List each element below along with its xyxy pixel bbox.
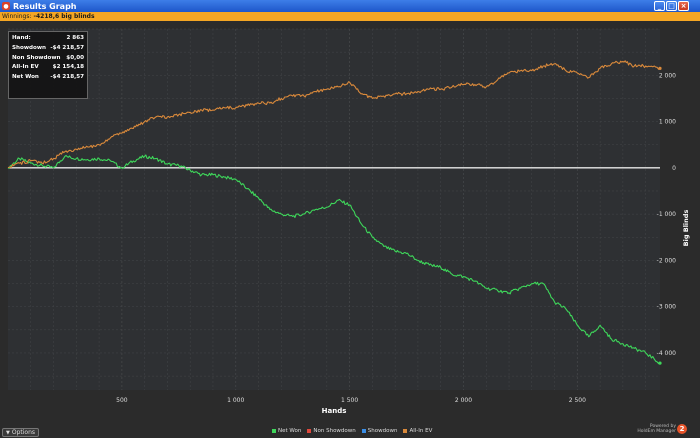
powered-line-1: Powered by — [649, 424, 676, 429]
stat-label: All-In EV — [12, 64, 39, 71]
stat-value: $0,00 — [66, 54, 84, 61]
y-tick-label: -3 000 — [657, 304, 677, 311]
x-tick-label: 2 500 — [569, 397, 586, 404]
close-button[interactable]: × — [678, 1, 689, 11]
series-layer — [7, 60, 662, 365]
bottom-bar: ▼ Options — [0, 425, 700, 438]
legend-item-showdown[interactable]: Showdown — [361, 428, 398, 434]
stat-label: Hand: — [12, 35, 31, 41]
x-tick-label: 500 — [116, 397, 128, 404]
y-tick-label: 1 000 — [659, 119, 676, 126]
series-line-all-in-ev — [7, 60, 661, 169]
y-axis-label: Big Blinds — [682, 210, 690, 247]
options-button[interactable]: ▼ Options — [2, 428, 40, 437]
series-end-point — [658, 361, 662, 365]
y-tick-label: 0 — [672, 165, 676, 172]
legend-label: Showdown — [367, 428, 398, 434]
stat-row-hand: Hand: 2 863 — [12, 34, 84, 44]
options-label: Options — [11, 429, 36, 436]
legend-item-non-showdown[interactable]: Non Showdown — [307, 428, 356, 434]
powered-line-2: HoldEm Manager — [637, 429, 676, 434]
x-axis-ticks: 500 1 000 1 500 2 000 2 500 — [116, 397, 586, 404]
x-tick-label: 1 500 — [341, 397, 358, 404]
stat-label: Net Won — [12, 74, 39, 81]
maximize-button[interactable]: □ — [666, 1, 677, 11]
y-tick-label: 2 000 — [659, 72, 676, 79]
y-tick-label: -4 000 — [657, 350, 677, 357]
stat-label: Non Showdown — [12, 54, 61, 61]
minimize-button[interactable]: _ — [654, 1, 665, 11]
stat-row-showdown: Showdown -$4 218,57 — [12, 44, 84, 54]
legend-swatch — [361, 429, 366, 433]
stat-value: 2 863 — [66, 35, 84, 41]
stat-row-all-in-ev: All-In EV $2 154,18 — [12, 63, 84, 73]
x-axis-label: Hands — [322, 407, 347, 415]
holdem-manager-logo: 2 — [677, 424, 687, 434]
y-tick-label: -1 000 — [657, 211, 677, 218]
x-tick-label: 2 000 — [455, 397, 472, 404]
winnings-bar: Winnings: -4218,6 big blinds — [0, 12, 700, 21]
legend-label: All-In EV — [409, 428, 433, 434]
stat-value: $2 154,18 — [52, 64, 84, 71]
powered-by-text: Powered by HoldEm Manager — [632, 424, 676, 434]
y-tick-label: -2 000 — [657, 257, 677, 264]
app-icon: ● — [2, 2, 10, 10]
stat-row-net-won: Net Won -$4 218,57 — [12, 73, 84, 83]
stat-label: Showdown — [12, 44, 47, 51]
series-line-net-won — [7, 154, 661, 365]
series-end-point — [658, 66, 662, 70]
title-bar: ● Results Graph _ □ × — [0, 0, 700, 12]
winnings-value: -4218,6 big blinds — [33, 13, 95, 20]
stat-row-non-showdown: Non Showdown $0,00 — [12, 54, 84, 64]
app-icon-glyph: ● — [3, 2, 9, 10]
chevron-down-icon: ▼ — [6, 430, 10, 436]
y-axis-ticks: 2 000 1 000 0 -1 000 -2 000 -3 000 -4 000 — [657, 72, 677, 357]
results-chart: 2 000 1 000 0 -1 000 -2 000 -3 000 -4 000 500 1… — [0, 21, 700, 425]
stat-value: -$4 218,57 — [50, 74, 84, 81]
legend-swatch — [403, 429, 408, 433]
window-title: Results Graph — [13, 1, 77, 11]
plot-area — [8, 29, 660, 390]
legend-item-net-won[interactable]: Net Won — [272, 428, 301, 434]
legend-label: Net Won — [278, 428, 302, 434]
stat-value: -$4 218,57 — [50, 44, 84, 51]
chart-legend: Net Won Non Showdown Showdown All-In EV — [272, 428, 432, 434]
legend-swatch — [307, 429, 312, 433]
winnings-label: Winnings: — [2, 13, 32, 20]
legend-swatch — [272, 429, 276, 433]
legend-label: Non Showdown — [313, 428, 356, 434]
x-tick-label: 1 000 — [227, 397, 244, 404]
legend-item-all-in-ev[interactable]: All-In EV — [403, 428, 432, 434]
stats-box: Hand: 2 863 Showdown -$4 218,57 Non Showdo… — [8, 31, 88, 99]
